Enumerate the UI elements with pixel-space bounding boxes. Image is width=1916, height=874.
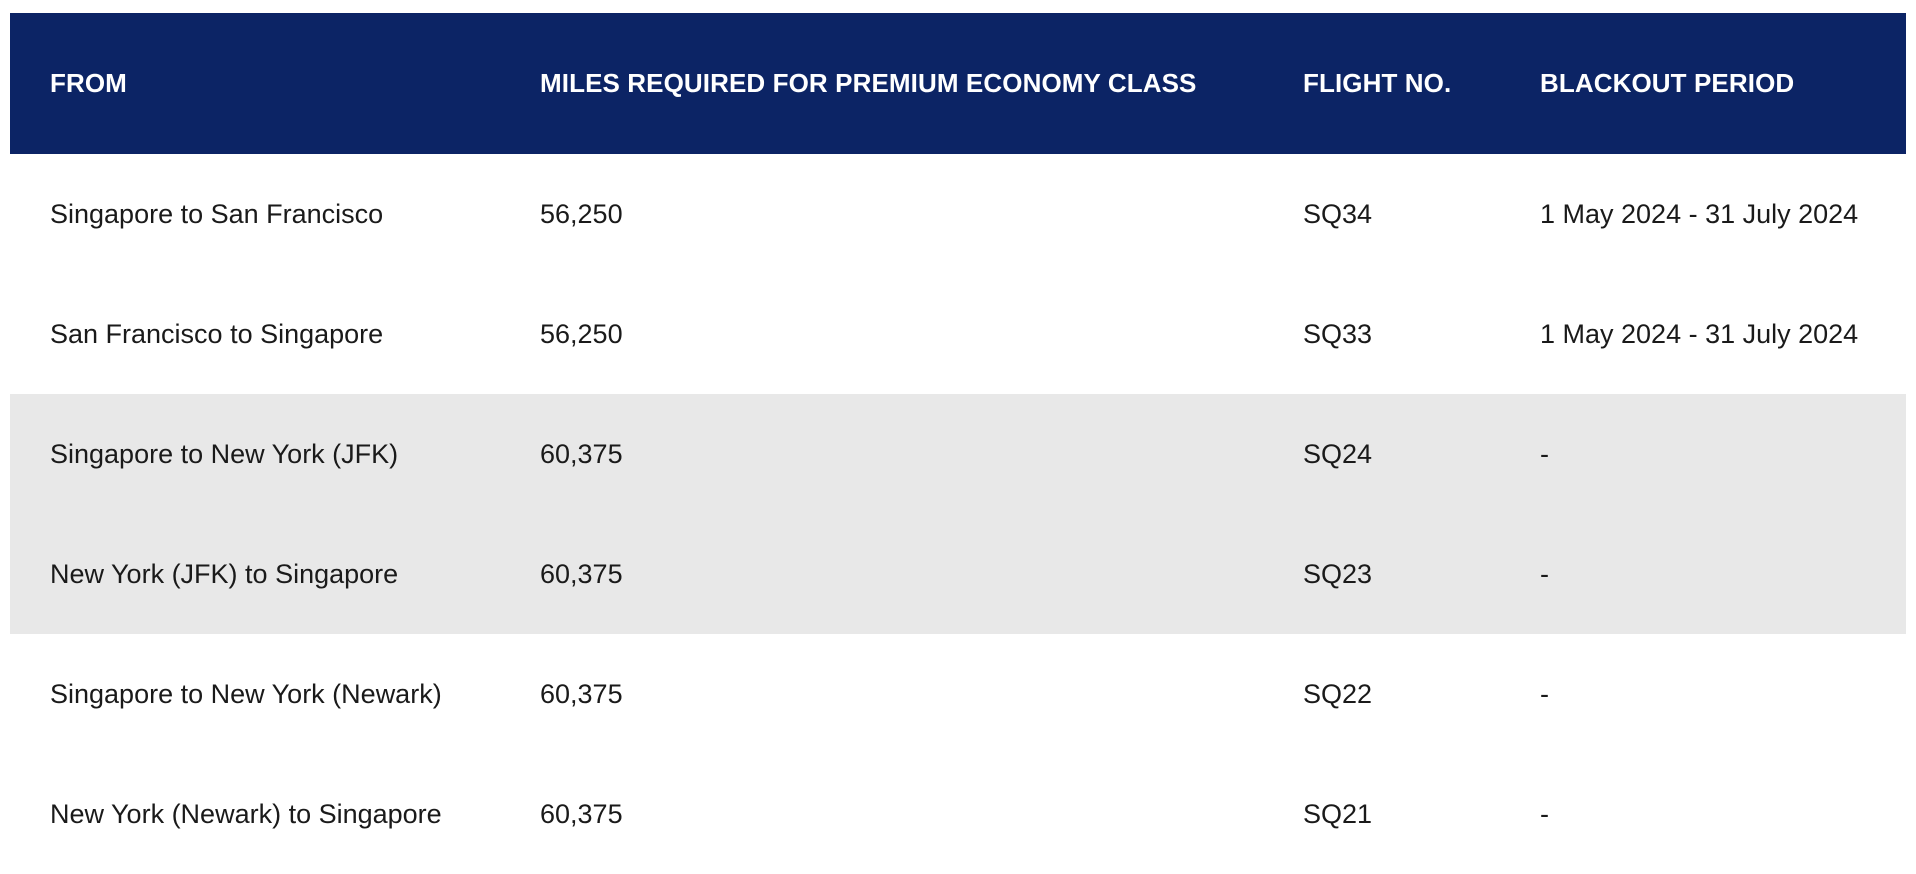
table-row: New York (Newark) to Singapore 60,375 SQ… bbox=[10, 754, 1906, 874]
cell-flight-no: SQ24 bbox=[1303, 438, 1373, 469]
table-row: Singapore to New York (JFK) 60,375 SQ24 … bbox=[10, 394, 1906, 514]
cell-flight-no: SQ21 bbox=[1303, 798, 1373, 829]
cell-flight-no: SQ22 bbox=[1303, 678, 1373, 709]
cell-miles: 56,250 bbox=[540, 198, 623, 229]
redemption-table-container: FROM MILES REQUIRED FOR PREMIUM ECONOMY … bbox=[10, 13, 1906, 874]
cell-route: Singapore to San Francisco bbox=[50, 198, 384, 229]
cell-miles: 56,250 bbox=[540, 318, 623, 349]
cell-miles: 60,375 bbox=[540, 798, 623, 829]
table-row: San Francisco to Singapore 56,250 SQ33 1… bbox=[10, 274, 1906, 394]
cell-miles: 60,375 bbox=[540, 558, 623, 589]
cell-route: Singapore to New York (Newark) bbox=[50, 678, 442, 709]
miles-redemption-table: FROM MILES REQUIRED FOR PREMIUM ECONOMY … bbox=[10, 13, 1906, 874]
cell-route: Singapore to New York (JFK) bbox=[50, 438, 399, 469]
cell-blackout-period: 1 May 2024 - 31 July 2024 bbox=[1540, 318, 1859, 349]
cell-blackout-period: - bbox=[1540, 678, 1549, 709]
header-blackout-period: BLACKOUT PERIOD bbox=[1540, 68, 1795, 98]
table-row: Singapore to New York (Newark) 60,375 SQ… bbox=[10, 634, 1906, 754]
header-from: FROM bbox=[50, 68, 127, 98]
table-row: Singapore to San Francisco 56,250 SQ34 1… bbox=[10, 154, 1906, 274]
cell-flight-no: SQ34 bbox=[1303, 198, 1373, 229]
cell-route: New York (JFK) to Singapore bbox=[50, 558, 399, 589]
table-body: Singapore to San Francisco 56,250 SQ34 1… bbox=[10, 154, 1906, 874]
cell-blackout-period: - bbox=[1540, 798, 1549, 829]
cell-blackout-period: - bbox=[1540, 558, 1549, 589]
header-row: FROM MILES REQUIRED FOR PREMIUM ECONOMY … bbox=[10, 13, 1906, 154]
table-row: New York (JFK) to Singapore 60,375 SQ23 … bbox=[10, 514, 1906, 634]
cell-route: San Francisco to Singapore bbox=[50, 318, 384, 349]
cell-flight-no: SQ33 bbox=[1303, 318, 1373, 349]
cell-blackout-period: - bbox=[1540, 438, 1549, 469]
table-header: FROM MILES REQUIRED FOR PREMIUM ECONOMY … bbox=[10, 13, 1906, 154]
cell-miles: 60,375 bbox=[540, 678, 623, 709]
header-miles-required: MILES REQUIRED FOR PREMIUM ECONOMY CLASS bbox=[540, 68, 1197, 98]
cell-miles: 60,375 bbox=[540, 438, 623, 469]
header-flight-no: FLIGHT NO. bbox=[1303, 68, 1452, 98]
cell-blackout-period: 1 May 2024 - 31 July 2024 bbox=[1540, 198, 1859, 229]
cell-route: New York (Newark) to Singapore bbox=[50, 798, 442, 829]
cell-flight-no: SQ23 bbox=[1303, 558, 1373, 589]
